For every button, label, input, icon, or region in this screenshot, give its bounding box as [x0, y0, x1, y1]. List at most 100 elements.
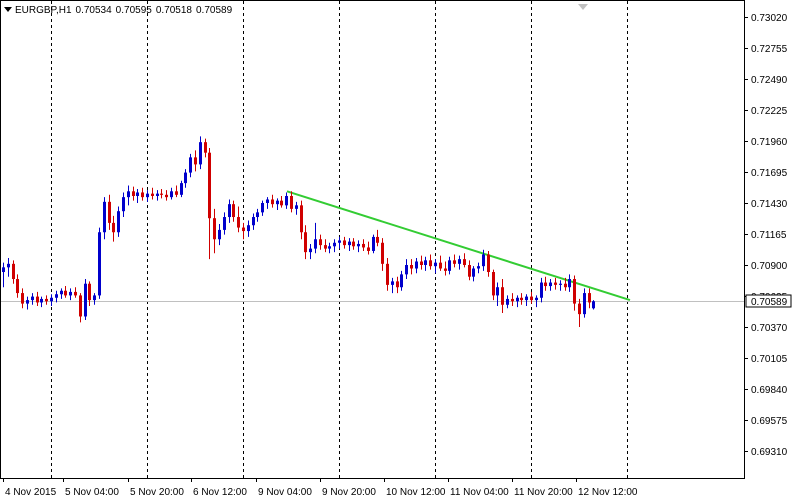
bear-candle: [204, 138, 207, 158]
candle-body: [324, 245, 327, 249]
bear-candle: [160, 188, 163, 199]
candle-body: [247, 225, 250, 232]
candle-body: [55, 294, 58, 298]
bull-candle: [477, 262, 480, 274]
candle-body: [170, 191, 173, 198]
bull-candle: [496, 282, 499, 306]
bull-candle: [338, 236, 341, 249]
x-tick-label: 6 Nov 12:00: [193, 487, 247, 498]
y-tick-label: 0.72755: [751, 44, 788, 55]
chart-shift-marker-icon[interactable]: [578, 4, 588, 10]
candle-body: [300, 205, 303, 233]
y-tick-label: 0.69840: [751, 385, 788, 396]
high-value: 0.70595: [115, 5, 152, 16]
bear-candle: [74, 287, 77, 298]
bull-candle: [559, 280, 562, 291]
bull-candle: [285, 192, 288, 209]
candle-body: [429, 260, 432, 267]
candle-body: [165, 194, 168, 198]
candle-body: [141, 192, 144, 198]
candle-body: [343, 240, 346, 246]
bull-candle: [218, 224, 221, 246]
bull-candle: [295, 201, 298, 215]
candle-body: [391, 281, 394, 285]
candle-body: [319, 239, 322, 246]
candle-body: [252, 217, 255, 226]
bull-candle: [583, 288, 586, 318]
bear-candle: [271, 194, 274, 208]
bear-candle: [501, 279, 504, 313]
candle-body: [108, 201, 111, 223]
candle-body: [328, 246, 331, 249]
candle-body: [496, 287, 499, 296]
candle-body: [21, 293, 24, 304]
bull-candle: [40, 296, 43, 308]
candle-body: [64, 290, 67, 296]
candle-body: [189, 157, 192, 173]
bear-candle: [343, 236, 346, 249]
current-price-marker: 0.70589: [745, 294, 792, 308]
bear-candle: [304, 225, 307, 260]
candle-body: [69, 291, 72, 296]
bull-candle: [516, 295, 519, 308]
bull-candle: [122, 192, 125, 218]
bear-candle: [530, 291, 533, 304]
bull-candle: [415, 257, 418, 274]
bear-candle: [213, 208, 216, 254]
bull-candle: [84, 279, 87, 320]
bear-candle: [573, 275, 576, 311]
bear-candle: [175, 185, 178, 198]
candle-body: [314, 239, 317, 249]
bear-candle: [64, 286, 67, 298]
candle-body: [530, 296, 533, 301]
candle-body: [266, 199, 269, 203]
y-tick-label: 0.69310: [751, 447, 788, 458]
candle-body: [146, 193, 149, 198]
y-tick-label: 0.72225: [751, 106, 788, 117]
candle-body: [232, 204, 235, 218]
bear-candle: [588, 288, 591, 309]
dropdown-triangle-icon[interactable]: [4, 7, 12, 12]
bull-candle: [266, 197, 269, 209]
candle-body: [381, 242, 384, 264]
bull-candle: [535, 295, 538, 308]
candle-body: [40, 298, 43, 303]
candle-body: [362, 243, 365, 248]
bear-candle: [439, 255, 442, 271]
bull-candle: [506, 295, 509, 309]
candle-body: [223, 217, 226, 230]
x-tick-label: 10 Nov 12:00: [386, 487, 446, 498]
bull-candle: [333, 239, 336, 253]
y-tick-label: 0.73020: [751, 13, 788, 24]
bull-candle: [424, 256, 427, 271]
candle-body: [386, 263, 389, 285]
bull-candle: [328, 242, 331, 254]
candle-body: [588, 293, 591, 303]
bull-candle: [309, 243, 312, 260]
bear-candle: [410, 259, 413, 275]
candle-body: [93, 295, 96, 301]
y-tick-label: 0.71960: [751, 137, 788, 148]
bear-candle: [324, 239, 327, 253]
candle-body: [60, 290, 63, 295]
bear-candle: [16, 274, 19, 298]
candles: [2, 136, 595, 327]
bull-candle: [103, 197, 106, 240]
x-tick-label: 11 Nov 20:00: [514, 487, 573, 498]
candle-body: [98, 232, 101, 296]
bull-candle: [189, 153, 192, 178]
bull-candle: [472, 266, 475, 282]
candle-body: [12, 263, 15, 280]
candle-body: [357, 243, 360, 247]
bull-candle: [69, 288, 72, 301]
bear-candle: [554, 277, 557, 290]
trendline-layer[interactable]: [286, 190, 631, 302]
candle-body: [448, 260, 451, 271]
bear-candle: [444, 261, 447, 276]
candle-body: [2, 267, 5, 273]
bear-candle: [36, 291, 39, 306]
candle-body: [304, 232, 307, 253]
bull-candle: [525, 294, 528, 306]
